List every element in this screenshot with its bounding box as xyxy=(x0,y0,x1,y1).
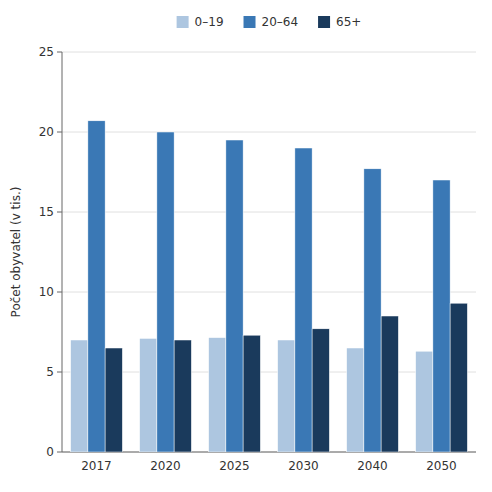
chart-container: 0510152025201720202025203020402050Počet … xyxy=(0,0,492,492)
y-grid-line xyxy=(62,132,476,133)
y-tick xyxy=(57,212,62,213)
x-axis: 2017 2020 2025 2030 2040 2050 xyxy=(81,459,457,473)
y-grid-line xyxy=(62,452,476,453)
y-tick-label: 5 xyxy=(46,365,54,379)
y-grid-line xyxy=(62,292,476,293)
chart-svg: 0510152025201720202025203020402050Počet … xyxy=(0,0,492,492)
grid xyxy=(62,52,476,452)
bars xyxy=(71,121,468,452)
x-tick-label: 2050 xyxy=(426,459,457,473)
y-grid-line xyxy=(62,52,476,53)
bar xyxy=(381,316,398,452)
y-tick xyxy=(57,292,62,293)
bar xyxy=(278,340,295,452)
bar xyxy=(347,348,364,452)
bar xyxy=(312,329,329,452)
y-axis: 0 5 10 15 20 25 xyxy=(39,45,62,459)
y-axis-label: Počet obyvatel (v tis.) xyxy=(9,187,23,318)
bar xyxy=(71,340,88,452)
legend-label: 20–64 xyxy=(262,15,299,29)
y-tick-label: 15 xyxy=(39,205,54,219)
x-tick-label: 2020 xyxy=(150,459,181,473)
bar xyxy=(364,169,381,452)
y-grid-line xyxy=(62,212,476,213)
bar xyxy=(88,121,105,452)
y-tick-label: 20 xyxy=(39,125,54,139)
bar xyxy=(157,132,174,452)
y-tick xyxy=(57,52,62,53)
y-tick-label: 10 xyxy=(39,285,54,299)
bar xyxy=(209,338,226,452)
y-grid-line xyxy=(62,372,476,373)
legend-swatch xyxy=(177,16,189,28)
x-axis-line xyxy=(62,452,476,453)
bar xyxy=(433,180,450,452)
bar xyxy=(226,140,243,452)
y-tick-label: 25 xyxy=(39,45,54,59)
x-tick-label: 2025 xyxy=(219,459,250,473)
bar xyxy=(416,351,433,452)
bar xyxy=(295,148,312,452)
y-tick xyxy=(57,372,62,373)
legend-swatch xyxy=(244,16,256,28)
x-tick-label: 2030 xyxy=(288,459,319,473)
legend: 0–19 20–64 65+ xyxy=(177,15,362,29)
bar xyxy=(243,335,260,452)
bar xyxy=(174,340,191,452)
y-tick-label: 0 xyxy=(46,445,54,459)
legend-swatch xyxy=(318,16,330,28)
bar xyxy=(140,338,157,452)
x-tick-label: 2040 xyxy=(357,459,388,473)
bar xyxy=(105,348,122,452)
y-axis-line xyxy=(62,52,63,452)
legend-label: 0–19 xyxy=(195,15,224,29)
x-tick-label: 2017 xyxy=(81,459,112,473)
legend-label: 65+ xyxy=(336,15,361,29)
y-tick xyxy=(57,132,62,133)
y-tick xyxy=(57,452,62,453)
bar xyxy=(450,303,467,452)
